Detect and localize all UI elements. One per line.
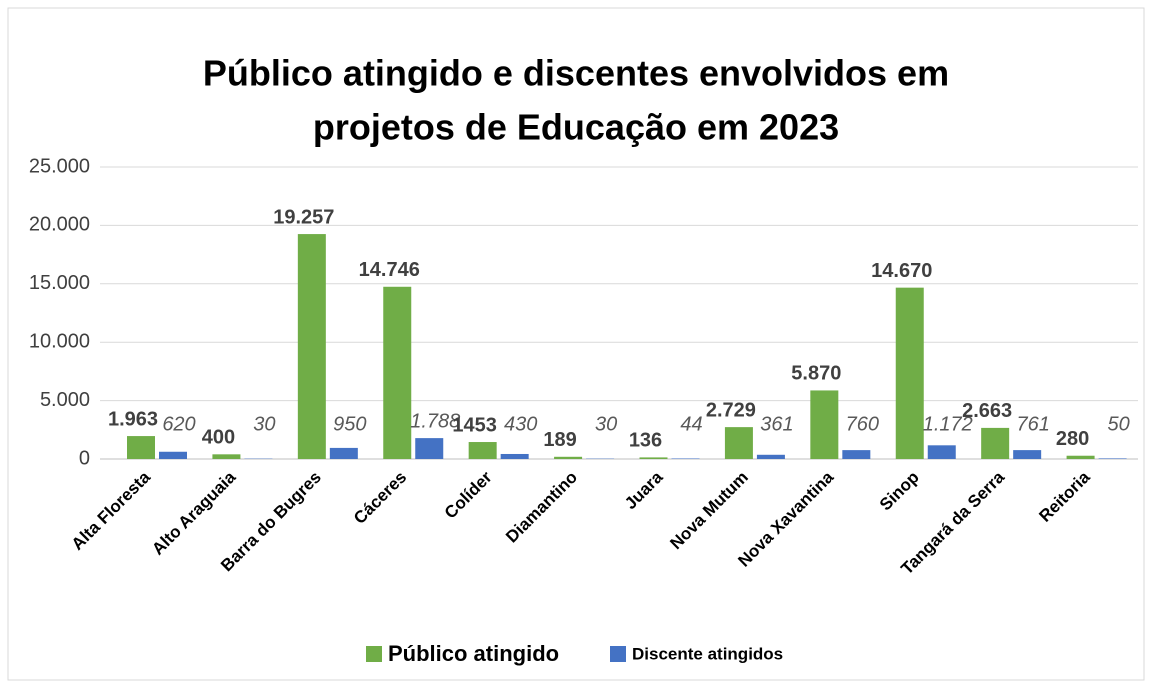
data-label: 620 bbox=[162, 413, 195, 435]
bar bbox=[297, 234, 326, 459]
y-tick-label: 20.000 bbox=[29, 214, 90, 236]
y-tick-label: 0 bbox=[79, 447, 90, 469]
data-label: 30 bbox=[595, 413, 617, 435]
chart-title: Público atingido e discentes envolvidos … bbox=[203, 53, 949, 94]
data-label: 5.870 bbox=[791, 363, 841, 385]
data-label: 50 bbox=[1107, 413, 1129, 435]
bar bbox=[724, 427, 753, 459]
bar bbox=[554, 456, 583, 459]
legend-label: Público atingido bbox=[388, 641, 559, 666]
bar bbox=[1013, 450, 1042, 459]
data-label: 19.257 bbox=[273, 206, 334, 228]
data-label: 1.172 bbox=[923, 413, 973, 435]
data-label: 1453 bbox=[452, 414, 497, 436]
data-label: 361 bbox=[760, 413, 793, 435]
data-label: 44 bbox=[680, 413, 702, 435]
bar bbox=[810, 390, 839, 459]
legend-swatch bbox=[610, 646, 626, 662]
chart-title: projetos de Educação em 2023 bbox=[313, 107, 839, 148]
bar bbox=[468, 442, 497, 459]
legend-swatch bbox=[366, 646, 382, 662]
data-label: 2.663 bbox=[962, 400, 1012, 422]
data-label: 189 bbox=[543, 429, 576, 451]
bar bbox=[639, 457, 668, 459]
data-label: 136 bbox=[629, 430, 662, 452]
data-label: 1.788 bbox=[410, 410, 460, 432]
bar bbox=[159, 451, 187, 459]
bar bbox=[500, 453, 529, 459]
data-label: 2.729 bbox=[706, 399, 756, 421]
y-tick-label: 10.000 bbox=[29, 330, 90, 352]
bar bbox=[127, 436, 155, 459]
bar bbox=[671, 458, 700, 459]
bar bbox=[756, 454, 785, 459]
bar bbox=[842, 450, 871, 459]
y-tick-label: 25.000 bbox=[29, 155, 90, 177]
bar bbox=[1098, 458, 1127, 459]
bar bbox=[212, 454, 241, 459]
bar bbox=[329, 447, 358, 459]
data-label: 1.963 bbox=[108, 408, 158, 430]
data-label: 950 bbox=[333, 413, 366, 435]
data-label: 30 bbox=[253, 413, 275, 435]
bar bbox=[383, 286, 412, 459]
bar bbox=[981, 427, 1010, 459]
y-tick-label: 15.000 bbox=[29, 272, 90, 294]
data-label: 14.746 bbox=[359, 259, 420, 281]
bar bbox=[415, 438, 444, 459]
data-label: 14.670 bbox=[871, 260, 932, 282]
data-label: 280 bbox=[1056, 428, 1089, 450]
chart-border bbox=[7, 7, 1145, 681]
legend-label: Discente atingidos bbox=[632, 644, 783, 663]
bar bbox=[1066, 455, 1095, 459]
data-label: 761 bbox=[1016, 413, 1049, 435]
bar bbox=[927, 445, 956, 459]
bar bbox=[895, 287, 924, 459]
data-label: 760 bbox=[846, 413, 879, 435]
data-label: 400 bbox=[202, 427, 235, 449]
data-label: 430 bbox=[504, 413, 537, 435]
y-tick-label: 5.000 bbox=[40, 389, 90, 411]
